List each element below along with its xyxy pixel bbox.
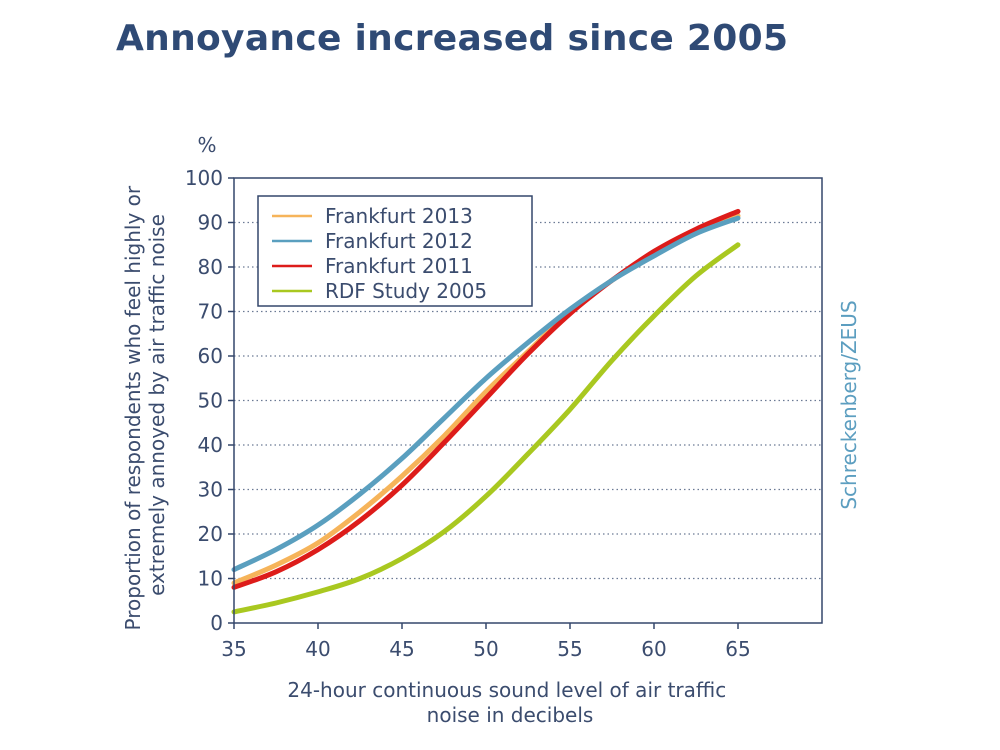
x-tick-label: 45 bbox=[389, 637, 414, 661]
series-line-frankfurt-2011 bbox=[231, 208, 741, 590]
y-tick-label: 0 bbox=[210, 611, 223, 635]
x-tick-label: 65 bbox=[725, 637, 750, 661]
x-tick-label: 55 bbox=[557, 637, 582, 661]
y-tick-label: 100 bbox=[185, 166, 223, 190]
x-tick-label: 60 bbox=[641, 637, 666, 661]
y-axis-title-line-2: extremely annoyed by air traffic noise bbox=[145, 214, 169, 596]
y-tick-label: 50 bbox=[198, 389, 223, 413]
legend-label: Frankfurt 2011 bbox=[325, 254, 473, 278]
y-tick-label: 80 bbox=[198, 255, 223, 279]
x-axis-title: 24-hour continuous sound level of air tr… bbox=[287, 678, 732, 727]
y-tick-label: 30 bbox=[198, 478, 223, 502]
y-unit-label: % bbox=[197, 133, 216, 157]
x-tick-labels: 35 40 45 50 55 60 65 bbox=[221, 623, 751, 661]
y-tick-label: 90 bbox=[198, 211, 223, 235]
y-tick-label: 40 bbox=[198, 433, 223, 457]
y-tick-label: 70 bbox=[198, 300, 223, 324]
x-axis-title-line-2: noise in decibels bbox=[427, 703, 594, 727]
y-tick-label: 10 bbox=[198, 567, 223, 591]
y-tick-label: 20 bbox=[198, 522, 223, 546]
x-tick-label: 40 bbox=[305, 637, 330, 661]
legend-box bbox=[257, 195, 533, 307]
legend-label: RDF Study 2005 bbox=[325, 279, 487, 303]
x-axis-title-line-1: 24-hour continuous sound level of air tr… bbox=[287, 678, 726, 702]
y-axis-title-line-1: Proportion of respondents who feel highl… bbox=[121, 185, 145, 630]
y-axis-title: Proportion of respondents who feel highl… bbox=[121, 180, 169, 631]
series-line-frankfurt-2012 bbox=[231, 215, 741, 573]
legend-label: Frankfurt 2012 bbox=[325, 229, 473, 253]
source-credit: Schreckenberg/ZEUS bbox=[837, 300, 861, 509]
series-lines bbox=[231, 208, 741, 615]
y-tick-label: 60 bbox=[198, 344, 223, 368]
y-tick-labels: 0 10 20 30 40 50 60 70 80 90 100 bbox=[185, 166, 234, 635]
x-tick-label: 50 bbox=[473, 637, 498, 661]
series-line-rdf-study-2005 bbox=[231, 242, 741, 615]
legend-label: Frankfurt 2013 bbox=[325, 204, 473, 228]
page-title: Annoyance increased since 2005 bbox=[116, 18, 789, 59]
x-tick-label: 35 bbox=[221, 637, 246, 661]
